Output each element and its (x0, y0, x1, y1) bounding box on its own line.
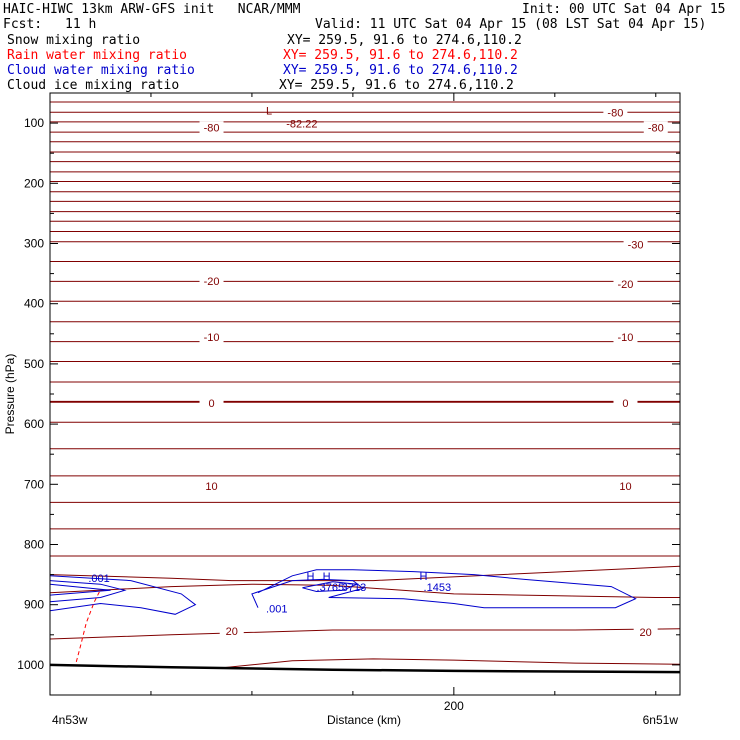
forecast-label: Fcst: (3, 17, 43, 32)
y-tick-label: 800 (24, 538, 44, 552)
contour-annotation: H (323, 571, 331, 583)
field-cloudice-xy: XY= 259.5, 91.6 to 274.6,110.2 (279, 78, 514, 93)
isotherm-label: -20 (618, 279, 634, 291)
isotherm-label-bg (219, 625, 244, 638)
contour-annotation: .3713 (339, 582, 367, 594)
field-cloudwater-name: Cloud water mixing ratio (7, 63, 195, 78)
cloud-water-contour (49, 575, 197, 615)
isotherm-label-bg (613, 480, 638, 493)
contour-annotation: .3765 (317, 582, 345, 594)
y-tick-label: 500 (24, 357, 44, 371)
forecast-value: 11 h (65, 17, 97, 32)
contour-annotation: H (420, 571, 428, 583)
isotherm-label-bg (603, 106, 628, 119)
y-tick-label: 900 (24, 598, 44, 612)
x-tick-label: 200 (444, 699, 464, 713)
isotherm-label: -10 (618, 332, 634, 344)
isotherm-label: -80 (648, 122, 664, 134)
contour-annotation: .001 (88, 573, 109, 585)
cloud-water-contour (251, 569, 637, 609)
field-snow-xy: XY= 259.5, 91.6 to 274.6,110.2 (287, 33, 522, 48)
contour-annotation: -82.22 (286, 119, 317, 131)
isotherm-label: -20 (204, 276, 220, 288)
isotherm-label: -80 (204, 122, 220, 134)
isotherm-label-bg (613, 397, 638, 410)
right-end-label: 6n51w (643, 713, 679, 727)
y-tick-label: 200 (24, 176, 44, 190)
isotherm-line (49, 565, 681, 582)
isotherm-label: -10 (204, 332, 220, 344)
cloud-water-contour (49, 583, 111, 596)
y-tick-label: 600 (24, 417, 44, 431)
isotherm-label: -80 (607, 107, 623, 119)
isotherm-label-bg (199, 397, 224, 410)
y-tick-label: 300 (24, 237, 44, 251)
left-end-label: 4n53w (52, 713, 88, 727)
surface-pressure-line (49, 663, 681, 674)
field-rain-name: Rain water mixing ratio (7, 48, 188, 63)
valid-time: Valid: 11 UTC Sat 04 Apr 15 (08 LST Sat … (315, 17, 707, 32)
y-axis-label: Pressure (hPa) (3, 354, 17, 435)
isotherm-label-bg (623, 238, 648, 251)
y-tick-label: 1000 (17, 658, 44, 672)
contour-annotation: L (266, 105, 272, 117)
contour-annotation: .1453 (424, 582, 452, 594)
isotherm-label-bg (199, 121, 224, 134)
isotherm-label-bg (633, 625, 658, 638)
field-cloudice-name: Cloud ice mixing ratio (7, 78, 180, 93)
field-cloudwater-xy: XY= 259.5, 91.6 to 274.6,110.2 (283, 63, 518, 78)
isotherm-label: 0 (622, 398, 628, 410)
isotherm-label-bg (199, 480, 224, 493)
isotherm-label: 0 (208, 398, 214, 410)
isotherm-label-bg (643, 121, 668, 134)
isotherm-label-bg (613, 277, 638, 290)
isotherm-label: -30 (628, 240, 644, 252)
isotherm-label-bg (199, 274, 224, 287)
y-tick-label: 400 (24, 297, 44, 311)
y-tick-label: 100 (24, 116, 44, 130)
isotherm-label-bg (613, 330, 638, 343)
contour-annotation: H (306, 571, 314, 583)
field-snow-name: Snow mixing ratio (7, 33, 141, 48)
y-tick-label: 700 (24, 477, 44, 491)
isotherm-label: 10 (619, 481, 631, 493)
init-time: Init: 00 UTC Sat 04 Apr 15 (522, 2, 726, 17)
cloud-water-contour (302, 581, 359, 593)
isotherm-label: 20 (640, 627, 652, 639)
isotherm-label: 20 (226, 626, 238, 638)
isotherm-line (49, 583, 680, 598)
field-rain-xy: XY= 259.5, 91.6 to 274.6,110.2 (283, 48, 518, 63)
cloud-water-contour (49, 580, 127, 603)
isotherm-line (221, 658, 681, 669)
isotherm-label-bg (199, 330, 224, 343)
isotherm-line (49, 628, 681, 640)
plot-frame (49, 92, 681, 696)
isotherm-label: 10 (205, 481, 217, 493)
rain-water-contour (75, 589, 101, 663)
plot-title: HAIC-HIWC 13km ARW-GFS init NCAR/MMM (3, 2, 301, 17)
x-axis-label: Distance (km) (327, 713, 401, 727)
contour-annotation: .001 (266, 603, 287, 615)
